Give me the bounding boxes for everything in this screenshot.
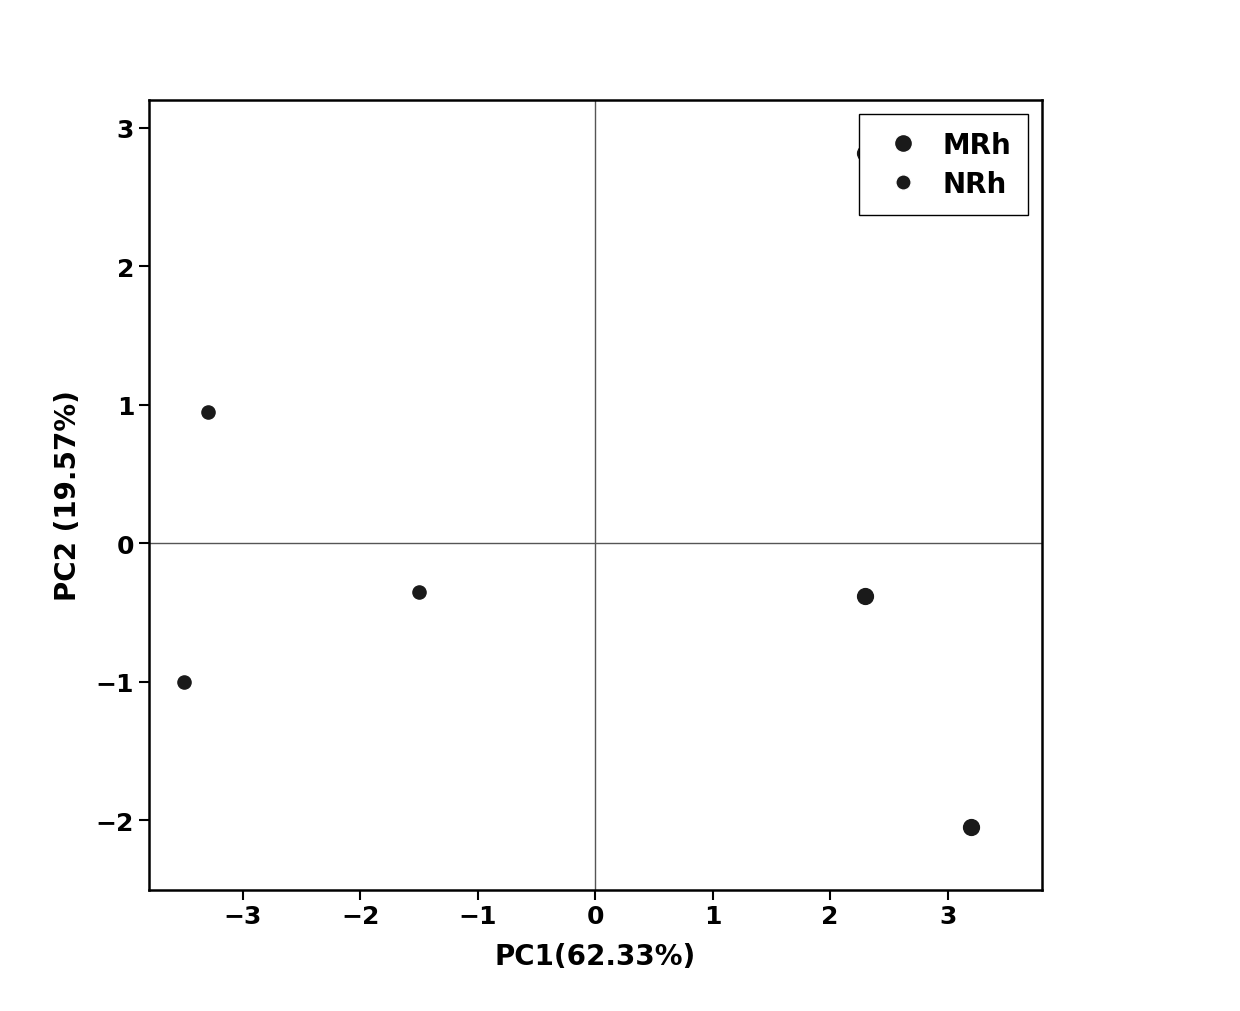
Point — [856, 146, 875, 162]
X-axis label: PC1(62.33%): PC1(62.33%) — [495, 942, 696, 971]
Y-axis label: PC2 (19.57%): PC2 (19.57%) — [53, 390, 82, 601]
Point — [856, 588, 875, 605]
Point — [409, 584, 429, 601]
Point — [174, 674, 193, 691]
Point — [197, 404, 217, 421]
Point — [961, 819, 981, 835]
Legend: MRh, NRh: MRh, NRh — [859, 115, 1028, 215]
